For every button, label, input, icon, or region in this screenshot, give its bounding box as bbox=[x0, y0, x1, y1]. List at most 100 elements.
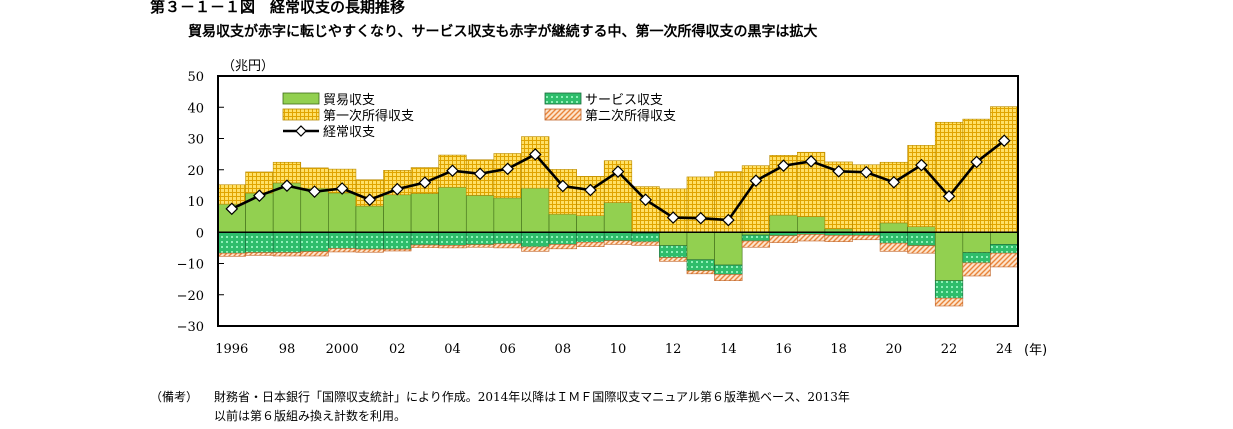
x-tick-label: 1996 bbox=[215, 342, 248, 357]
y-axis-unit: （兆円） bbox=[222, 59, 274, 74]
current-account-marker bbox=[915, 158, 928, 172]
y-tick-label: 20 bbox=[187, 164, 204, 179]
x-tick-label: 08 bbox=[555, 342, 572, 357]
legend-swatch-trade bbox=[282, 92, 320, 105]
legend-label-current-account: 経常収支 bbox=[323, 125, 375, 140]
bar-services bbox=[714, 264, 743, 275]
bar-secondary-income bbox=[852, 235, 881, 241]
current-account-marker bbox=[280, 179, 294, 193]
note-line-1: 財務省・日本銀行「国際収支統計」により作成。2014年以降はＩＭＦ国際収支マニュ… bbox=[214, 390, 850, 404]
bar-services bbox=[465, 231, 495, 246]
y-tick-label: 30 bbox=[187, 133, 204, 148]
bar-services bbox=[410, 231, 439, 246]
bar-secondary-income bbox=[824, 235, 853, 242]
bar-secondary-income bbox=[465, 244, 495, 248]
current-account-marker bbox=[308, 185, 321, 198]
bar-secondary-income bbox=[990, 252, 1019, 268]
bar-services bbox=[741, 234, 771, 242]
bar-services bbox=[603, 231, 633, 241]
current-account-marker bbox=[225, 202, 239, 216]
current-account-marker bbox=[777, 159, 790, 173]
bar-services bbox=[521, 231, 550, 248]
bar-services bbox=[934, 280, 964, 299]
bar-services bbox=[907, 231, 936, 246]
bar-secondary-income bbox=[686, 270, 715, 275]
bar-primary-income bbox=[300, 167, 329, 189]
bar-trade bbox=[410, 193, 439, 233]
bar-services bbox=[383, 231, 412, 250]
bar-primary-income bbox=[990, 106, 1019, 233]
bar-trade bbox=[769, 214, 798, 233]
plot-frame bbox=[217, 75, 1019, 327]
bar-secondary-income bbox=[603, 240, 633, 245]
bar-primary-income bbox=[907, 145, 936, 227]
bar-services bbox=[355, 231, 384, 250]
bar-secondary-income bbox=[438, 245, 467, 249]
current-account-marker bbox=[473, 167, 487, 181]
legend-swatch-secondary-income bbox=[544, 108, 582, 121]
current-account-marker bbox=[556, 179, 570, 193]
current-account-marker bbox=[721, 213, 735, 227]
x-tick-label: 12 bbox=[665, 342, 682, 357]
legend-label-primary-income: 第一次所得収支 bbox=[323, 108, 414, 124]
legend-swatch-services bbox=[544, 92, 582, 105]
current-account-marker bbox=[666, 211, 680, 224]
bar-trade bbox=[355, 205, 384, 233]
bar-trade bbox=[990, 231, 1019, 245]
current-account-marker bbox=[390, 182, 404, 196]
x-tick-label: 24 bbox=[996, 342, 1013, 357]
bar-trade bbox=[686, 231, 715, 261]
bar-services bbox=[300, 231, 329, 252]
current-account-marker bbox=[363, 193, 377, 207]
bar-secondary-income bbox=[962, 262, 991, 277]
legend-marker-current-account bbox=[295, 125, 307, 137]
bar-trade bbox=[797, 216, 826, 233]
bar-trade bbox=[521, 187, 550, 233]
current-account-marker bbox=[804, 154, 818, 168]
bar-secondary-income bbox=[493, 243, 522, 249]
y-tick-label: −20 bbox=[177, 289, 204, 304]
y-axis: 50 40 30 20 10 0 −10 −20 −30 bbox=[177, 70, 224, 335]
bar-secondary-income bbox=[631, 241, 660, 246]
bar-secondary-income bbox=[383, 248, 412, 252]
bar-primary-income bbox=[824, 161, 853, 230]
bar-services bbox=[631, 232, 660, 243]
note-line-2: 以前は第６版組み換え計数を利用。 bbox=[214, 409, 407, 423]
bar-services bbox=[659, 245, 688, 258]
figure-subtitle: 貿易収支が赤字に転じやすくなり、サービス収支も赤字が継続する中、第一次所得収支の… bbox=[188, 24, 818, 40]
current-account-marker bbox=[970, 155, 983, 169]
bar-trade bbox=[383, 194, 412, 233]
bar-trade bbox=[493, 197, 522, 233]
bar-primary-income bbox=[521, 136, 550, 189]
current-account-marker bbox=[253, 189, 266, 203]
bar-trade bbox=[962, 231, 991, 253]
bar-secondary-income bbox=[576, 241, 605, 247]
bar-trade bbox=[934, 231, 964, 281]
bar-services bbox=[576, 231, 605, 243]
current-account-marker bbox=[887, 175, 901, 189]
bar-services bbox=[438, 231, 467, 246]
bar-services bbox=[328, 231, 357, 249]
x-axis-unit: (年) bbox=[1024, 343, 1047, 358]
current-account-marker bbox=[942, 189, 956, 203]
x-tick-label: 22 bbox=[941, 342, 958, 357]
source-note: （備考） 財務省・日本銀行「国際収支統計」により作成。2014年以降はＩＭＦ国際収… bbox=[150, 388, 850, 426]
bar-trade bbox=[465, 195, 495, 233]
bar-secondary-income bbox=[272, 252, 302, 257]
x-tick-label: 04 bbox=[444, 342, 461, 357]
bar-trade bbox=[659, 231, 688, 246]
bar-secondary-income bbox=[797, 234, 826, 242]
bar-services bbox=[962, 252, 991, 264]
bar-secondary-income bbox=[328, 248, 357, 253]
bar-secondary-income bbox=[879, 242, 908, 252]
bar-secondary-income bbox=[934, 297, 964, 307]
bar-secondary-income bbox=[659, 257, 688, 262]
bar-secondary-income bbox=[300, 251, 329, 257]
bar-primary-income bbox=[493, 153, 522, 199]
y-tick-label: −30 bbox=[177, 320, 204, 335]
current-account-marker bbox=[446, 164, 459, 178]
x-tick-label: 02 bbox=[389, 342, 406, 357]
bar-trade bbox=[714, 231, 743, 266]
bar-trade bbox=[328, 192, 357, 233]
